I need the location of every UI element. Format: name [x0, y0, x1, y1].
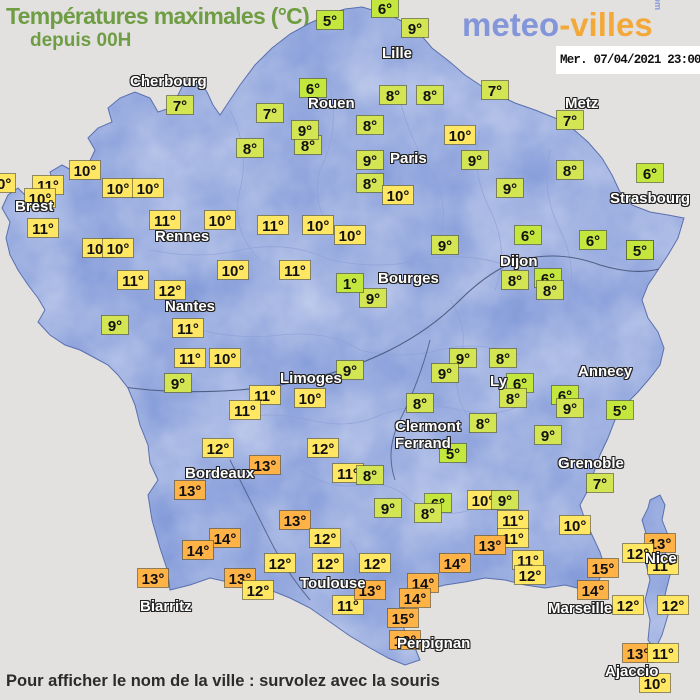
svg-text:8°: 8°: [363, 176, 377, 193]
svg-text:13°: 13°: [179, 483, 202, 500]
svg-text:8°: 8°: [543, 283, 557, 300]
svg-text:8°: 8°: [423, 88, 437, 105]
svg-text:14°: 14°: [444, 556, 467, 573]
svg-text:8°: 8°: [496, 351, 510, 368]
svg-text:10°: 10°: [0, 176, 11, 193]
svg-text:13°: 13°: [627, 646, 650, 663]
svg-text:12°: 12°: [314, 531, 337, 548]
svg-text:12°: 12°: [269, 556, 292, 573]
svg-text:10°: 10°: [74, 163, 97, 180]
svg-text:5°: 5°: [613, 403, 627, 420]
svg-text:13°: 13°: [254, 458, 277, 475]
svg-text:6°: 6°: [378, 1, 392, 18]
svg-text:9°: 9°: [363, 153, 377, 170]
svg-text:8°: 8°: [243, 141, 257, 158]
svg-text:10°: 10°: [137, 181, 160, 198]
svg-text:8°: 8°: [506, 391, 520, 408]
svg-text:11°: 11°: [262, 218, 284, 235]
svg-text:9°: 9°: [366, 291, 380, 308]
svg-text:9°: 9°: [298, 123, 312, 140]
svg-text:10°: 10°: [214, 351, 237, 368]
svg-text:9°: 9°: [381, 501, 395, 518]
svg-text:6°: 6°: [521, 228, 535, 245]
svg-text:12°: 12°: [662, 598, 685, 615]
svg-text:5°: 5°: [323, 13, 337, 30]
svg-text:12°: 12°: [364, 556, 387, 573]
svg-text:11°: 11°: [652, 646, 674, 663]
svg-text:11°: 11°: [284, 263, 306, 280]
svg-text:11°: 11°: [502, 513, 524, 530]
svg-text:5°: 5°: [633, 243, 647, 260]
svg-text:10°: 10°: [107, 241, 130, 258]
svg-text:9°: 9°: [438, 238, 452, 255]
svg-text:14°: 14°: [187, 543, 210, 560]
svg-text:12°: 12°: [617, 598, 640, 615]
svg-text:13°: 13°: [284, 513, 307, 530]
svg-text:8°: 8°: [386, 88, 400, 105]
svg-text:12°: 12°: [312, 441, 335, 458]
svg-text:8°: 8°: [363, 468, 377, 485]
svg-text:8°: 8°: [563, 163, 577, 180]
svg-text:12°: 12°: [207, 441, 230, 458]
svg-text:11°: 11°: [179, 351, 201, 368]
svg-text:11°: 11°: [177, 321, 199, 338]
svg-text:14°: 14°: [214, 531, 237, 548]
svg-text:10°: 10°: [449, 128, 472, 145]
svg-text:8°: 8°: [413, 396, 427, 413]
svg-text:9°: 9°: [503, 181, 517, 198]
svg-text:11°: 11°: [337, 598, 359, 615]
svg-text:12°: 12°: [247, 583, 270, 600]
svg-text:9°: 9°: [171, 376, 185, 393]
svg-text:9°: 9°: [541, 428, 555, 445]
svg-text:8°: 8°: [421, 506, 435, 523]
svg-text:10°: 10°: [387, 188, 410, 205]
svg-text:7°: 7°: [263, 106, 277, 123]
svg-text:12°: 12°: [519, 568, 542, 585]
svg-text:9°: 9°: [108, 318, 122, 335]
svg-text:13°: 13°: [142, 571, 165, 588]
svg-text:15°: 15°: [392, 611, 415, 628]
svg-text:10°: 10°: [299, 391, 322, 408]
svg-text:10°: 10°: [107, 181, 130, 198]
svg-text:11°: 11°: [234, 403, 256, 420]
svg-text:10°: 10°: [564, 518, 587, 535]
svg-text:8°: 8°: [508, 273, 522, 290]
svg-text:10°: 10°: [307, 218, 330, 235]
svg-text:9°: 9°: [563, 401, 577, 418]
svg-text:8°: 8°: [476, 416, 490, 433]
svg-text:9°: 9°: [343, 363, 357, 380]
svg-text:14°: 14°: [582, 583, 605, 600]
svg-text:9°: 9°: [408, 21, 422, 38]
svg-text:10°: 10°: [339, 228, 362, 245]
svg-text:8°: 8°: [301, 138, 315, 155]
svg-text:14°: 14°: [404, 591, 427, 608]
svg-text:15°: 15°: [592, 561, 615, 578]
svg-text:8°: 8°: [363, 118, 377, 135]
svg-text:7°: 7°: [488, 83, 502, 100]
svg-text:13°: 13°: [479, 538, 502, 555]
svg-text:7°: 7°: [593, 476, 607, 493]
svg-text:6°: 6°: [643, 166, 657, 183]
svg-text:9°: 9°: [438, 366, 452, 383]
svg-text:10°: 10°: [209, 213, 232, 230]
svg-text:9°: 9°: [468, 153, 482, 170]
svg-text:12°: 12°: [317, 556, 340, 573]
svg-text:11°: 11°: [122, 273, 144, 290]
svg-text:6°: 6°: [586, 233, 600, 250]
svg-text:7°: 7°: [173, 98, 187, 115]
svg-text:1°: 1°: [343, 276, 357, 293]
svg-text:10°: 10°: [222, 263, 245, 280]
svg-text:7°: 7°: [563, 113, 577, 130]
svg-text:9°: 9°: [498, 493, 512, 510]
svg-text:11°: 11°: [32, 221, 54, 238]
svg-text:10°: 10°: [472, 493, 495, 510]
svg-text:11°: 11°: [337, 466, 359, 483]
